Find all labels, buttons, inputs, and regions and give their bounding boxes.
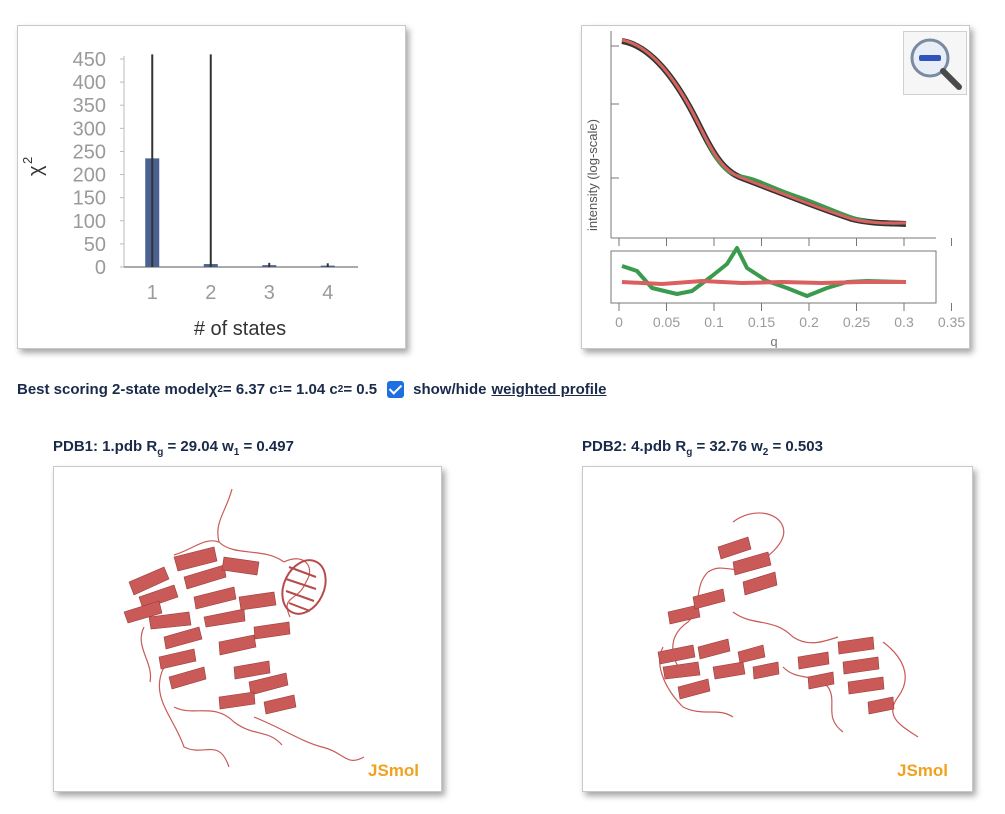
profile-x-tick-label: 0.25: [843, 314, 870, 330]
jsmol-viewer-pdb2[interactable]: JSmol: [582, 466, 973, 792]
jsmol-logo-1: JSmol: [368, 761, 419, 780]
y-axis-label: χ: [25, 165, 47, 176]
profile-x-tick-label: 0.1: [704, 314, 724, 330]
x-axis-label: # of states: [194, 318, 286, 340]
summary-prefix: Best scoring 2-state model: [17, 380, 209, 398]
y-tick-label: 200: [73, 165, 106, 187]
x-tick-label: 4: [322, 282, 333, 304]
x-tick-label: 1: [147, 282, 158, 304]
pdb2-rg-sub: g: [686, 447, 693, 458]
profile-x-tick-label: 0.15: [748, 314, 775, 330]
fit2-profile-line: [621, 38, 907, 225]
y-tick-label: 400: [73, 72, 106, 94]
profile-x-tick-label: 0.05: [653, 314, 680, 330]
c2-value: = 0.5: [343, 380, 378, 398]
c2-subscript: 2: [337, 383, 344, 395]
profile-x-tick-label: 0.35: [938, 314, 965, 330]
c1-value: = 1.04 c: [283, 380, 338, 398]
pdb1-w-sub: 1: [233, 447, 240, 458]
y-tick-label: 300: [73, 118, 106, 140]
chi-symbol: χ: [208, 380, 218, 398]
protein-structure-2: JSmol: [657, 512, 948, 780]
magnifier-zoom-out-icon: [910, 38, 962, 90]
y-tick-label: 250: [73, 141, 106, 163]
pdb1-rg-sub: g: [157, 447, 164, 458]
pdb2-title: PDB2: 4.pdb Rg = 32.76 w2 = 0.503: [582, 438, 823, 458]
y-tick-label: 150: [73, 188, 106, 210]
pdb2-prefix: PDB2: 4.pdb R: [582, 438, 687, 455]
chi-square-chart-panel: 450 400 350 300 250 200 150 100 50 0 1 2 3 4 # of stat…: [17, 25, 406, 349]
toggle-label: show/hide: [413, 380, 487, 398]
y-tick-label: 0: [95, 257, 106, 279]
profile-x-tick-label: 0.2: [799, 314, 819, 330]
x-tick-label: 3: [264, 282, 275, 304]
c1-subscript: 1: [277, 383, 284, 395]
weighted-profile-link[interactable]: weighted profile: [491, 380, 607, 398]
residual-frame: [610, 250, 937, 304]
y-tick-label: 350: [73, 95, 106, 117]
saxs-profile-chart: 0 0.05 0.1 0.15 0.2 0.25 0.3 0.35 q intensity (lo…: [585, 31, 965, 348]
profile-x-tick-label: 0.3: [894, 314, 914, 330]
pdb1-title: PDB1: 1.pdb Rg = 29.04 w1 = 0.497: [53, 438, 294, 458]
pdb2-suffix: = 0.503: [768, 438, 823, 455]
weighted-profile-checkbox[interactable]: [387, 380, 405, 398]
profile-x-axis-label: q: [770, 334, 777, 348]
pdb2-mid: = 32.76 w: [692, 438, 763, 455]
fit2-residual-line: [621, 278, 906, 287]
x-tick-label: 2: [205, 282, 216, 304]
y-axis-label-sup: 2: [20, 157, 35, 164]
zoom-out-button[interactable]: [903, 31, 967, 95]
y-tick-label: 50: [84, 234, 106, 256]
jsmol-logo-2: JSmol: [897, 761, 948, 780]
saxs-profile-panel: 0 0.05 0.1 0.15 0.2 0.25 0.3 0.35 q intensity (lo…: [581, 25, 970, 349]
pdb1-suffix: = 0.497: [239, 438, 294, 455]
protein-structure-1: JSmol: [123, 488, 419, 780]
y-tick-label: 100: [73, 211, 106, 233]
fit1-residual-line: [621, 246, 907, 298]
jsmol-viewer-pdb1[interactable]: JSmol: [53, 466, 442, 792]
chi-value: = 6.37 c: [222, 380, 278, 398]
pdb1-prefix: PDB1: 1.pdb R: [53, 438, 158, 455]
y-tick-label: 450: [73, 49, 106, 71]
chi-superscript: 2: [217, 383, 223, 395]
profile-y-axis-label: intensity (log-scale): [585, 119, 600, 231]
pdb2-w-sub: 2: [762, 447, 769, 458]
profile-x-tick-label: 0: [615, 314, 623, 330]
pdb1-mid: = 29.04 w: [163, 438, 234, 455]
